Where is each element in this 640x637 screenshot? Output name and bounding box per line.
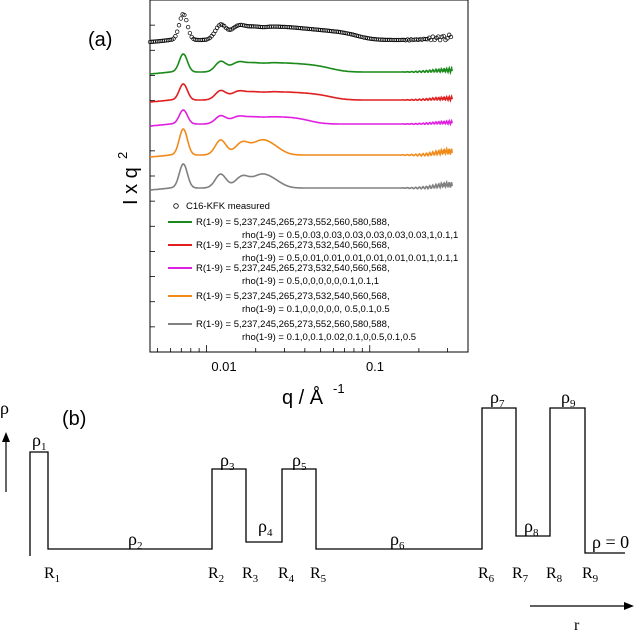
legend-orange-label-1: R(1-9) = 5,237,245,265,273,532,540,560,5… [196, 291, 390, 302]
legend-measured-marker [173, 203, 179, 209]
panel-a-label: (a) [88, 29, 112, 51]
radius-label-8: R8 [546, 565, 563, 585]
legend-measured-label: C16-KFK measured [186, 201, 270, 212]
measured-data-point [167, 37, 173, 43]
rho-axis: ρ [0, 398, 10, 492]
legend-green-label-1: R(1-9) = 5,237,245,265,273,552,560,580,5… [196, 217, 390, 228]
measured-data-point [178, 16, 183, 21]
r-axis: r [530, 602, 634, 634]
x-axis-title: q / Å -1 [282, 381, 345, 409]
series-line-4 [149, 128, 453, 158]
density-label-2: ρ2 [128, 529, 142, 552]
legend-red-label-1: R(1-9) = 5,237,245,265,273,532,540,560,5… [196, 240, 390, 251]
density-profile-line [29, 407, 625, 556]
radius-label-9: R9 [582, 565, 599, 585]
series-line-2 [149, 83, 453, 103]
density-label-9: ρ9 [561, 387, 576, 410]
rho-zero-label: ρ = 0 [592, 532, 629, 552]
legend-green-label-2: rho(1-9) = 0.5,0.03,0.03,0.03,0.03,0.03,… [242, 230, 458, 241]
density-label-4: ρ4 [258, 516, 273, 539]
rho-axis-label: ρ [0, 398, 9, 418]
measured-data-point [187, 30, 193, 36]
measured-data-point [213, 28, 218, 33]
measured-data-point [445, 36, 450, 41]
measured-data-point [173, 34, 178, 39]
density-label-6: ρ6 [390, 529, 405, 552]
x-axis-title-exponent: -1 [333, 381, 345, 396]
plot-a-y-ticks [150, 24, 155, 328]
density-labels: ρ1 ρ2 ρ3 ρ4 ρ5 ρ6 ρ7 ρ8 ρ9 [32, 387, 576, 552]
r-axis-arrowhead [624, 602, 634, 610]
measured-data-point [180, 12, 185, 17]
y-axis-title-exponent: 2 [115, 152, 130, 159]
series-line-3 [149, 109, 453, 127]
plot-a-x-ticks [157, 345, 469, 352]
radius-label-2: R2 [208, 565, 224, 585]
radius-label-6: R6 [478, 565, 495, 585]
measured-data-point [211, 31, 216, 36]
series-line-5 [149, 163, 453, 191]
r-axis-label: r [574, 617, 580, 634]
y-axis-title-main: I x q [120, 167, 142, 205]
measured-data-point [182, 12, 187, 18]
density-label-7: ρ7 [490, 387, 505, 410]
radius-labels: R1 R2 R3 R4 R5 R6 R7 R8 R9 [44, 565, 599, 585]
measured-data-point [184, 17, 189, 23]
legend-gray-label-1: R(1-9) = 5,237,245,265,273,552,560,580,5… [196, 319, 390, 330]
legend-gray-label-2: rho(1-9) = 0.1,0,0.1,0.02,0.1,0,0.5,0.1,… [242, 332, 416, 343]
measured-data-point [430, 34, 435, 39]
radius-label-3: R3 [242, 565, 259, 585]
measured-data-point [448, 34, 454, 40]
legend-orange-label-2: rho(1-9) = 0.1,0,0,0,0,0, 0.5,0.1,0.5 [242, 304, 390, 315]
radius-label-4: R4 [278, 565, 295, 585]
density-label-5: ρ5 [292, 450, 307, 473]
radius-label-5: R5 [310, 565, 327, 585]
measured-data-point [423, 36, 428, 42]
y-axis-title: I x q 2 [115, 152, 142, 205]
measured-data-point [204, 37, 209, 42]
series-line-1 [149, 53, 453, 76]
density-label-8: ρ8 [524, 516, 539, 539]
legend: C16-KFK measured R(1-9) = 5,237,245,265,… [168, 201, 458, 343]
x-axis-title-main: q / Å [282, 386, 324, 409]
legend-magenta-label-2: rho(1-9) = 0.5,0,0,0,0,0,0.1,0.1,1 [242, 276, 379, 287]
x-tick-label-0.1: 0.1 [366, 359, 384, 374]
measured-data-point [175, 29, 180, 34]
radius-label-7: R7 [512, 565, 529, 585]
measured-data-point [441, 33, 446, 39]
legend-red-label-2: rho(1-9) = 0.5,0.01,0.01,0.01,0.01,0.01,… [242, 253, 458, 264]
plot-a-curves [147, 12, 454, 191]
rho-axis-arrowhead [2, 432, 10, 442]
measured-data-point [227, 27, 232, 32]
measured-data-point [185, 24, 191, 30]
radius-label-1: R1 [44, 565, 60, 585]
legend-magenta-label-1: R(1-9) = 5,237,245,265,273,532,540,560,5… [196, 263, 390, 274]
measured-data-point [176, 23, 182, 28]
density-label-3: ρ3 [220, 450, 235, 473]
measured-data-point [437, 37, 443, 43]
measured-data-point [218, 22, 223, 27]
x-tick-label-0.01: 0.01 [211, 359, 236, 374]
panel-b-label: (b) [62, 408, 86, 430]
density-label-1: ρ1 [32, 430, 46, 453]
